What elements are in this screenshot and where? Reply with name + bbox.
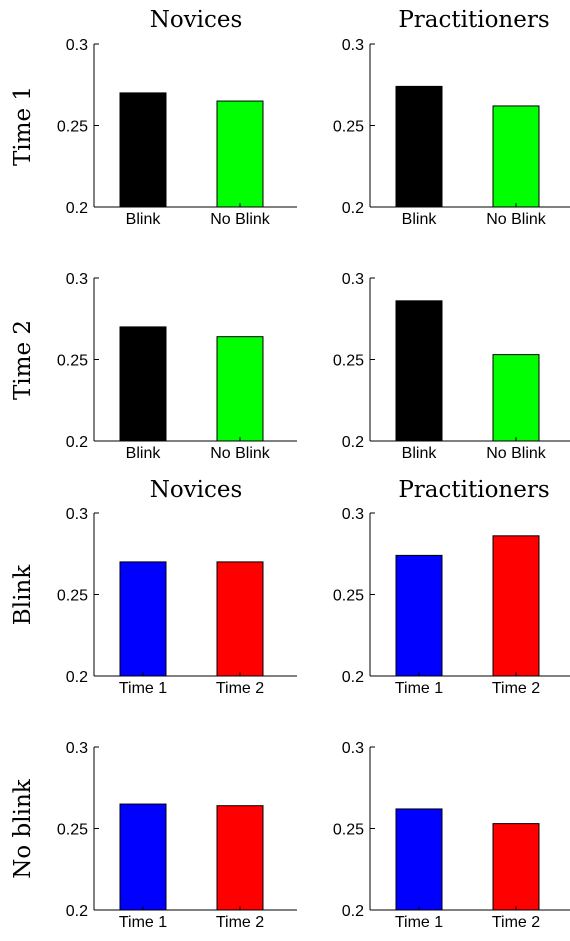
bar-no-blink [216, 100, 264, 208]
row-label-time-2: Time 2 [10, 320, 36, 400]
bar-blink [395, 300, 443, 442]
panel-practitioners-blink: 0.3 0.25 0.2 Time 1 Time 2 [333, 506, 570, 697]
y-tick-label: 0.2 [342, 903, 364, 920]
bar-blink [395, 85, 443, 208]
y-tick-label: 0.25 [57, 822, 88, 839]
y-tick-label: 0.3 [342, 37, 364, 54]
row-label-no-blink: No blink [10, 778, 36, 879]
x-tick-label: No Blink [486, 211, 547, 228]
bar-time-1 [119, 803, 167, 911]
bar-no-blink [216, 336, 264, 442]
x-tick-label: Time 2 [216, 680, 264, 697]
bar-time-1 [119, 561, 167, 677]
y-tick-label: 0.25 [57, 588, 88, 605]
y-tick-label: 0.2 [66, 669, 88, 686]
title-novices-top: Novices [150, 7, 243, 33]
x-tick-label: No Blink [210, 445, 271, 462]
panel-practitioners-time1: 0.3 0.25 0.2 Blink No Blink [333, 37, 570, 228]
y-tick-label: 0.2 [342, 669, 364, 686]
panel-practitioners-time2: 0.3 0.25 0.2 Blink No Blink [333, 271, 570, 462]
bar-blink [119, 326, 167, 442]
bar-blink [119, 92, 167, 208]
bar-no-blink [492, 105, 540, 208]
x-tick-label: Blink [402, 445, 438, 462]
x-tick-label: Time 2 [216, 914, 264, 931]
panel-novices-time1: 0.3 0.25 0.2 Blink No Blink [57, 37, 297, 228]
y-tick-label: 0.3 [66, 37, 88, 54]
bar-time-2 [216, 561, 264, 677]
bar-time-2 [492, 823, 540, 911]
x-tick-label: No Blink [210, 211, 271, 228]
title-novices-bottom: Novices [150, 477, 243, 503]
y-tick-label: 0.2 [342, 200, 364, 217]
title-practitioners-top: Practitioners [398, 7, 549, 33]
panel-novices-noblink: 0.3 0.25 0.2 Time 1 Time 2 [57, 740, 297, 931]
panel-novices-time2: 0.3 0.25 0.2 Blink No Blink [57, 271, 297, 462]
y-tick-label: 0.25 [333, 588, 364, 605]
x-tick-label: Time 1 [395, 680, 443, 697]
panel-practitioners-noblink: 0.3 0.25 0.2 Time 1 Time 2 [333, 740, 570, 931]
bar-time-1 [395, 554, 443, 677]
y-tick-label: 0.25 [333, 119, 364, 136]
x-tick-label: Time 1 [119, 914, 167, 931]
y-tick-label: 0.25 [57, 353, 88, 370]
x-tick-label: Blink [126, 445, 162, 462]
x-tick-label: Time 2 [492, 914, 540, 931]
y-tick-label: 0.3 [342, 506, 364, 523]
y-tick-label: 0.2 [66, 200, 88, 217]
bar-time-2 [492, 535, 540, 677]
x-tick-label: Time 2 [492, 680, 540, 697]
y-tick-label: 0.2 [66, 903, 88, 920]
y-tick-label: 0.3 [66, 506, 88, 523]
x-tick-label: Time 1 [395, 914, 443, 931]
y-tick-label: 0.25 [57, 119, 88, 136]
y-tick-label: 0.3 [342, 740, 364, 757]
panel-novices-blink: 0.3 0.25 0.2 Time 1 Time 2 [57, 506, 297, 697]
y-tick-label: 0.3 [66, 271, 88, 288]
y-tick-label: 0.3 [66, 740, 88, 757]
row-label-time-1: Time 1 [10, 86, 36, 166]
x-tick-label: Time 1 [119, 680, 167, 697]
y-tick-label: 0.3 [342, 271, 364, 288]
y-tick-label: 0.2 [342, 434, 364, 451]
x-tick-label: Blink [402, 211, 438, 228]
y-tick-label: 0.25 [333, 353, 364, 370]
bar-time-1 [395, 808, 443, 911]
y-tick-label: 0.2 [66, 434, 88, 451]
bar-no-blink [492, 354, 540, 442]
bar-time-2 [216, 805, 264, 911]
y-tick-label: 0.25 [333, 822, 364, 839]
x-tick-label: Blink [126, 211, 162, 228]
x-tick-label: No Blink [486, 445, 547, 462]
title-practitioners-bottom: Practitioners [398, 477, 549, 503]
row-label-blink: Blink [10, 564, 36, 625]
